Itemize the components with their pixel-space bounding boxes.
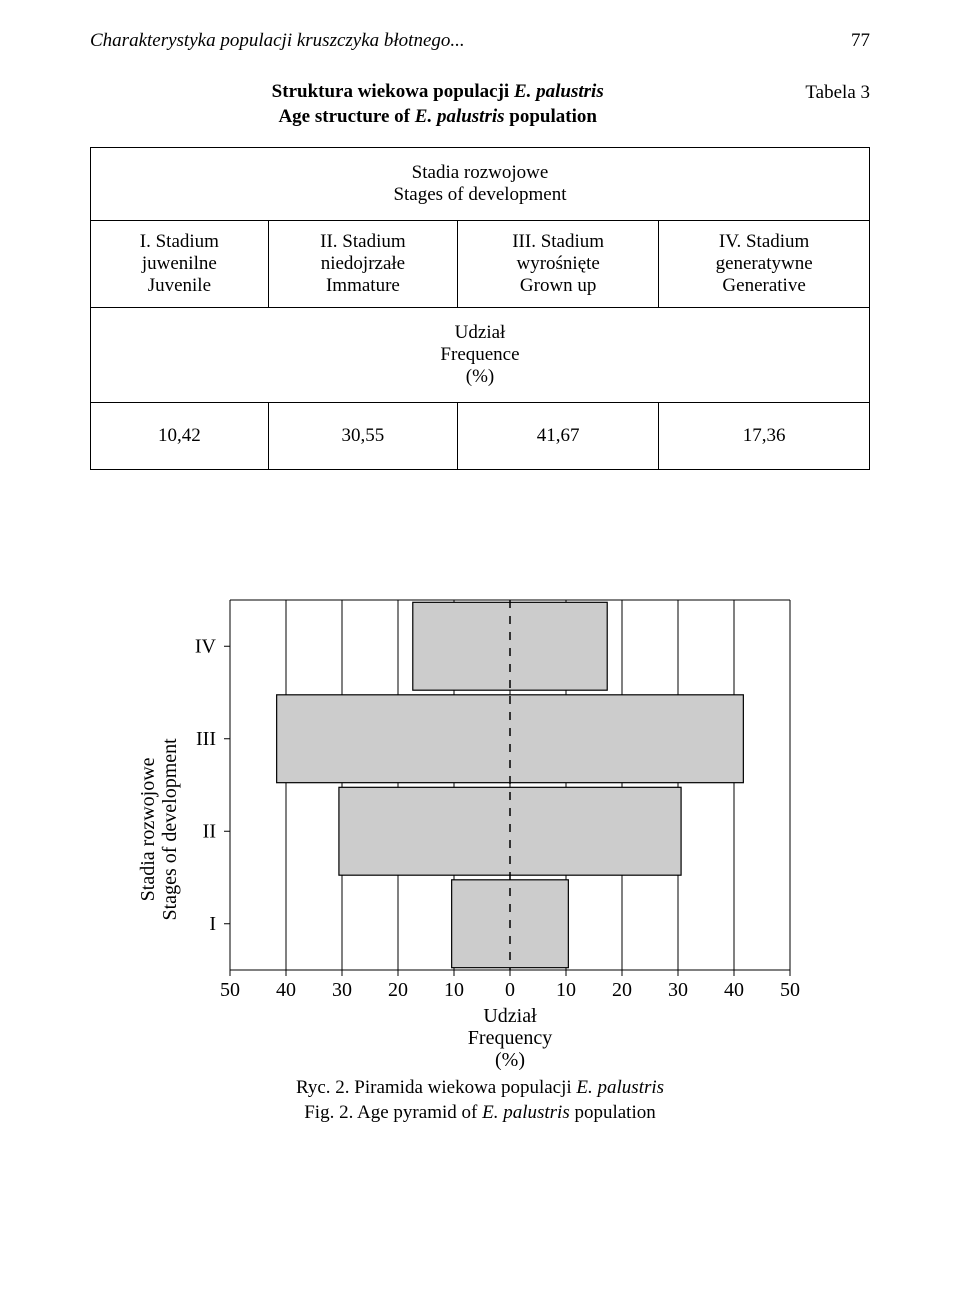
col4-pl: generatywne bbox=[716, 253, 813, 274]
col4-header: IV. Stadium generatywne Generative bbox=[659, 221, 870, 308]
svg-text:50: 50 bbox=[220, 979, 240, 1001]
figcap-line1-it: E. palustris bbox=[576, 1077, 664, 1098]
pyramid-svg: IIIIIIIV504030201001020304050UdziałFrequ… bbox=[120, 590, 840, 1070]
svg-text:I: I bbox=[209, 913, 216, 935]
svg-text:20: 20 bbox=[612, 979, 632, 1001]
col3-en: Grown up bbox=[520, 275, 597, 296]
values-row: 10,42 30,55 41,67 17,36 bbox=[91, 403, 870, 470]
stages-header-en: Stages of development bbox=[393, 184, 566, 205]
col1-roman: I. Stadium bbox=[140, 231, 219, 252]
value-1: 10,42 bbox=[91, 403, 269, 470]
caption-line2-post: population bbox=[505, 106, 597, 127]
col2-pl: niedojrzałe bbox=[321, 253, 405, 274]
page-number: 77 bbox=[851, 30, 870, 52]
value-2: 30,55 bbox=[268, 403, 457, 470]
figcap-line2-post: population bbox=[570, 1102, 656, 1123]
svg-text:40: 40 bbox=[724, 979, 744, 1001]
svg-text:IV: IV bbox=[195, 636, 217, 658]
col4-roman: IV. Stadium bbox=[719, 231, 809, 252]
population-pyramid-chart: IIIIIIIV504030201001020304050UdziałFrequ… bbox=[90, 590, 870, 1070]
col2-roman: II. Stadium bbox=[320, 231, 406, 252]
col2-en: Immature bbox=[326, 275, 400, 296]
age-structure-table: Stadia rozwojowe Stages of development I… bbox=[90, 147, 870, 470]
svg-text:0: 0 bbox=[505, 979, 515, 1001]
col3-roman: III. Stadium bbox=[512, 231, 604, 252]
caption-line1-italic: E. palustris bbox=[514, 81, 604, 102]
svg-text:30: 30 bbox=[668, 979, 688, 1001]
svg-text:Stadia rozwojowe: Stadia rozwojowe bbox=[137, 758, 159, 902]
caption-line1-pre: Struktura wiekowa populacji bbox=[272, 81, 514, 102]
col1-header: I. Stadium juwenilne Juvenile bbox=[91, 221, 269, 308]
page: Charakterystyka populacji kruszczyka bło… bbox=[0, 0, 960, 1166]
svg-text:20: 20 bbox=[388, 979, 408, 1001]
stages-header: Stadia rozwojowe Stages of development bbox=[91, 148, 870, 221]
table-caption: Struktura wiekowa populacji E. palustris… bbox=[90, 80, 785, 129]
freq-header: Udział Frequence (%) bbox=[91, 308, 870, 403]
col2-header: II. Stadium niedojrzałe Immature bbox=[268, 221, 457, 308]
column-headers-row: I. Stadium juwenilne Juvenile II. Stadiu… bbox=[91, 221, 870, 308]
running-title: Charakterystyka populacji kruszczyka bło… bbox=[90, 30, 465, 52]
figure-caption: Ryc. 2. Piramida wiekowa populacji E. pa… bbox=[90, 1076, 870, 1125]
caption-line2-italic: E. palustris bbox=[415, 106, 505, 127]
col3-pl: wyrośnięte bbox=[516, 253, 599, 274]
table-caption-row: Struktura wiekowa populacji E. palustris… bbox=[90, 80, 870, 129]
freq-header-unit: (%) bbox=[466, 366, 494, 387]
svg-text:40: 40 bbox=[276, 979, 296, 1001]
caption-line2-pre: Age structure of bbox=[278, 106, 414, 127]
col1-en: Juvenile bbox=[148, 275, 211, 296]
svg-text:Frequency: Frequency bbox=[468, 1027, 552, 1049]
svg-text:50: 50 bbox=[780, 979, 800, 1001]
svg-text:II: II bbox=[203, 821, 216, 843]
svg-text:Stages of development: Stages of development bbox=[159, 738, 181, 921]
svg-text:(%): (%) bbox=[495, 1049, 525, 1070]
running-head: Charakterystyka populacji kruszczyka bło… bbox=[90, 30, 870, 52]
figcap-line1-pre: Ryc. 2. Piramida wiekowa populacji bbox=[296, 1077, 576, 1098]
col1-pl: juwenilne bbox=[142, 253, 217, 274]
tabela-label: Tabela 3 bbox=[785, 80, 870, 104]
stages-header-pl: Stadia rozwojowe bbox=[412, 162, 549, 183]
svg-text:III: III bbox=[196, 728, 216, 750]
col3-header: III. Stadium wyrośnięte Grown up bbox=[458, 221, 659, 308]
figcap-line2-it: E. palustris bbox=[482, 1102, 570, 1123]
svg-text:10: 10 bbox=[556, 979, 576, 1001]
figcap-line2-pre: Fig. 2. Age pyramid of bbox=[304, 1102, 482, 1123]
value-3: 41,67 bbox=[458, 403, 659, 470]
freq-header-en: Frequence bbox=[440, 344, 519, 365]
col4-en: Generative bbox=[722, 275, 805, 296]
freq-header-pl: Udział bbox=[455, 322, 506, 343]
svg-text:30: 30 bbox=[332, 979, 352, 1001]
svg-text:10: 10 bbox=[444, 979, 464, 1001]
value-4: 17,36 bbox=[659, 403, 870, 470]
svg-text:Udział: Udział bbox=[483, 1005, 537, 1027]
